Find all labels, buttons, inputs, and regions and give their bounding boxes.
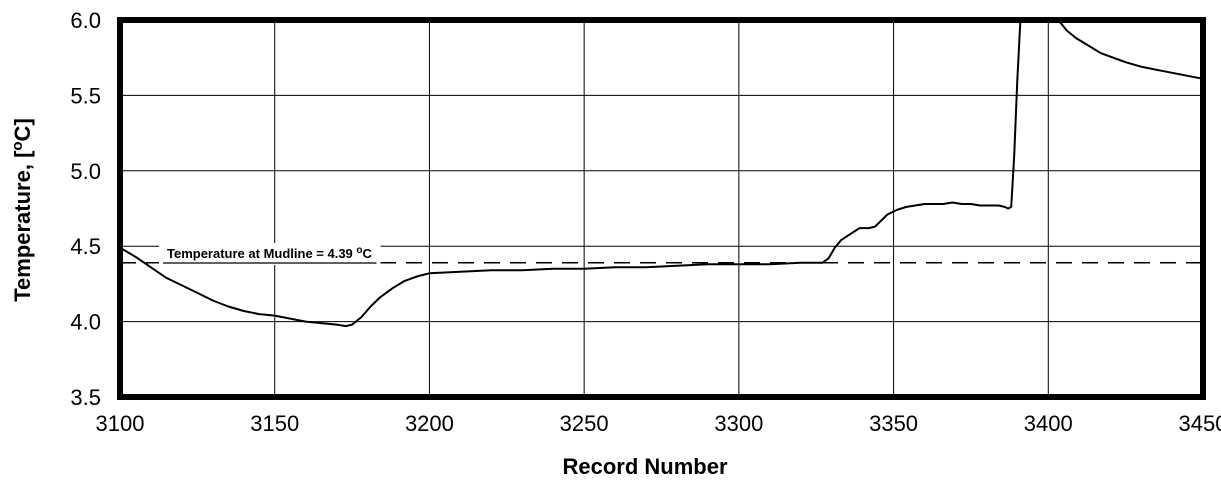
x-axis-label: Record Number [562, 454, 727, 479]
y-tick-label: 6.0 [70, 8, 101, 33]
y-tick-label: 5.0 [70, 159, 101, 184]
series-group [119, 19, 1204, 328]
mudline-annotation-background [159, 243, 381, 265]
mudline-annotation: Temperature at Mudline = 4.39 oC [167, 245, 373, 261]
y-axis-label-suffix: C] [10, 118, 35, 141]
x-tick-label: 3100 [96, 411, 145, 436]
plot-frame [117, 17, 1206, 400]
x-tick-label: 3350 [869, 411, 918, 436]
mudline-reference [120, 243, 1203, 265]
x-tick-label: 3150 [250, 411, 299, 436]
y-axis-label: Temperature, [oC] [9, 118, 35, 302]
y-tick-label: 5.5 [70, 83, 101, 108]
temperature-series-line [119, 19, 1204, 328]
mudline-annotation-text: Temperature at Mudline = 4.39 [167, 246, 356, 261]
x-tick-label: 3200 [405, 411, 454, 436]
y-axis-label-sup: o [9, 141, 26, 150]
y-tick-label: 3.5 [70, 385, 101, 410]
x-tick-label: 3300 [714, 411, 763, 436]
x-tick-label: 3400 [1024, 411, 1073, 436]
mudline-annotation-suffix: C [363, 246, 373, 261]
x-tick-labels: 3100 3150 3200 3250 3300 3350 3400 3450 [96, 411, 1221, 436]
x-tick-label: 3250 [560, 411, 609, 436]
gridlines [119, 19, 1204, 398]
x-tick-label: 3450 [1179, 411, 1221, 436]
y-tick-label: 4.0 [70, 310, 101, 335]
mudline-annotation-sup: o [356, 245, 362, 256]
y-tick-label: 4.5 [70, 234, 101, 259]
y-tick-labels: 3.5 4.0 4.5 5.0 5.5 6.0 [70, 8, 101, 410]
y-axis-label-main: Temperature, [ [10, 150, 35, 302]
